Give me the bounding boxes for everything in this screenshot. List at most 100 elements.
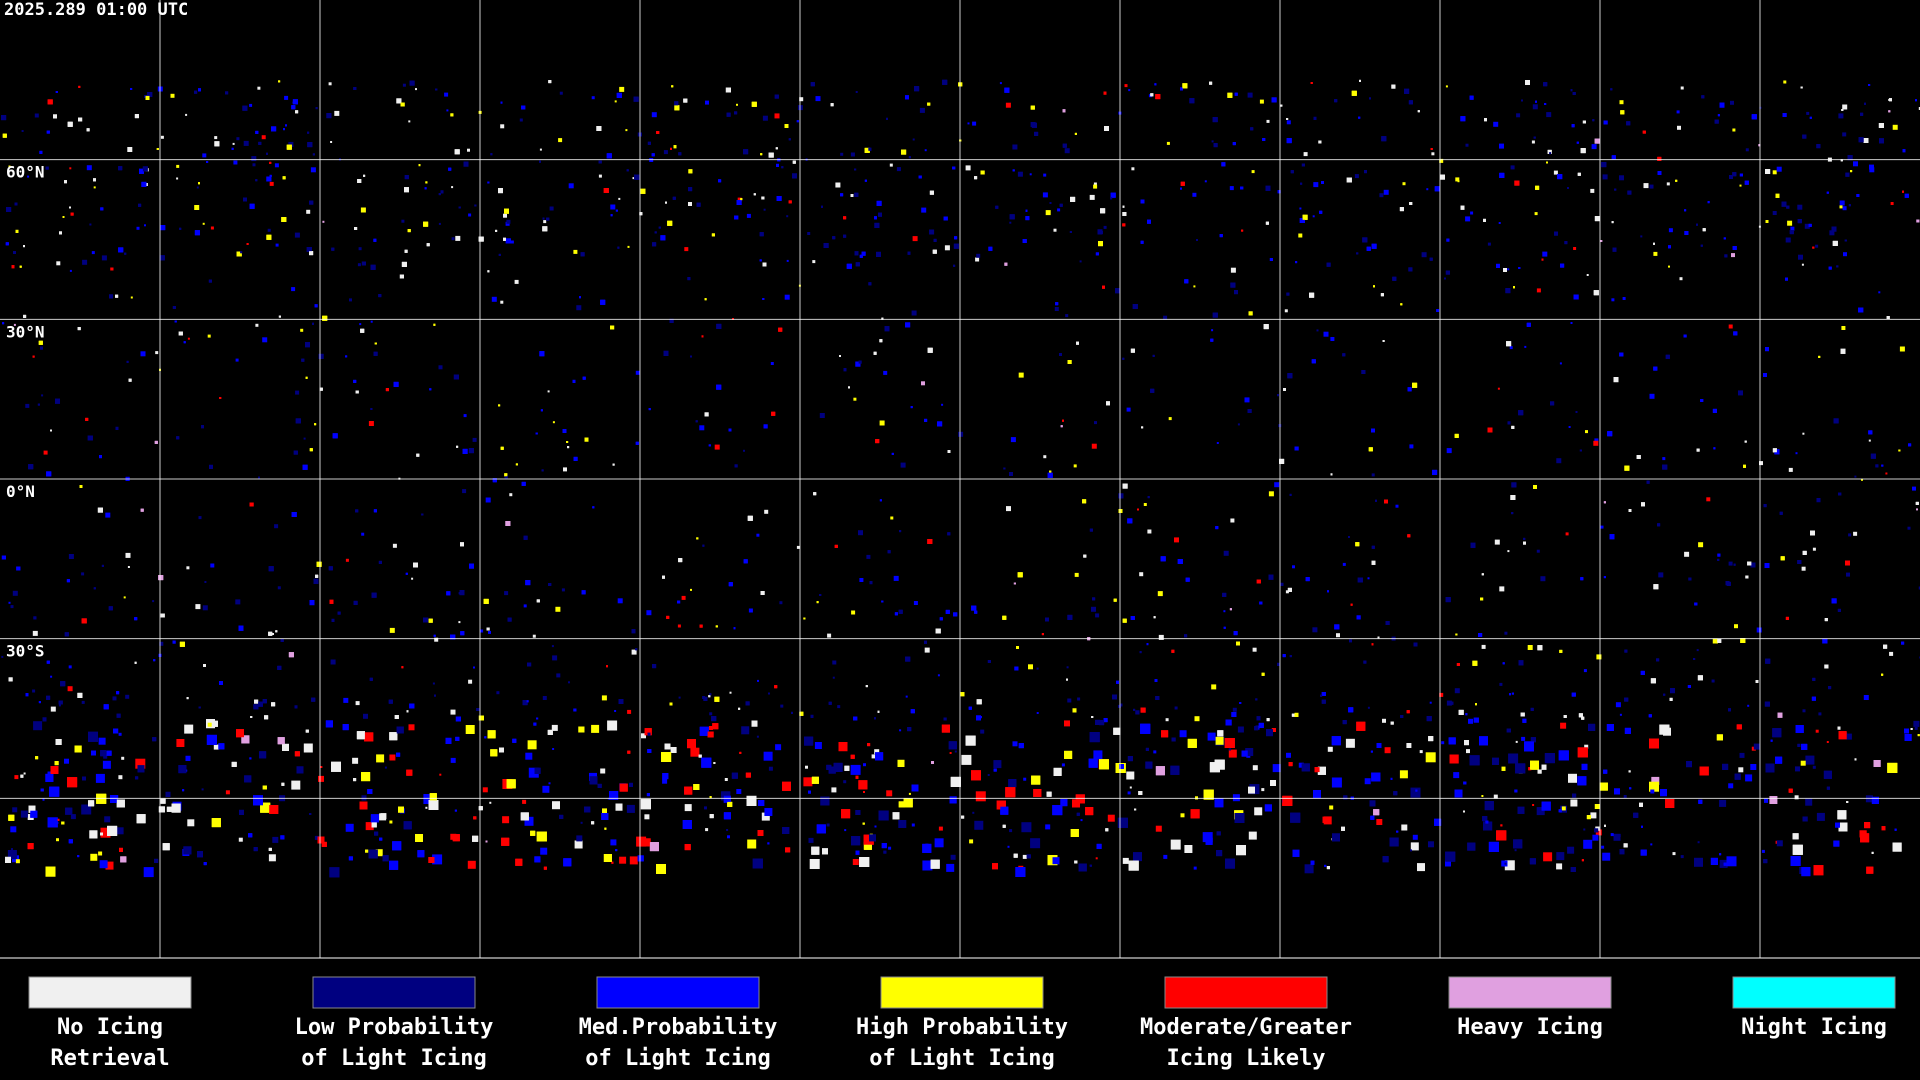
icing-pixel: [472, 835, 479, 842]
icing-pixel: [786, 215, 789, 218]
icing-pixel: [1171, 737, 1176, 742]
icing-pixel: [1163, 315, 1168, 320]
icing-pixel: [768, 692, 770, 695]
icing-pixel: [1493, 121, 1499, 127]
icing-pixel: [1375, 499, 1377, 502]
icing-pixel: [1627, 190, 1632, 195]
icing-pixel: [1373, 809, 1380, 816]
icing-pixel: [1761, 849, 1765, 853]
icing-pixel: [467, 148, 470, 152]
icing-pixel: [375, 849, 383, 857]
icing-pixel: [1122, 857, 1129, 864]
icing-pixel: [576, 835, 583, 842]
icing-pixel: [1382, 856, 1389, 863]
icing-pixel: [207, 722, 212, 727]
icing-pixel: [1475, 703, 1477, 706]
icing-pixel: [1698, 799, 1703, 804]
icing-pixel: [1602, 174, 1608, 180]
icing-pixel: [1864, 822, 1871, 829]
icing-pixel: [389, 627, 395, 633]
icing-pixel: [1541, 764, 1547, 770]
icing-pixel: [566, 441, 569, 443]
icing-pixel: [974, 176, 978, 180]
icing-pixel: [580, 821, 583, 824]
icing-pixel: [1428, 736, 1434, 742]
icing-pixel: [764, 509, 769, 514]
icing-pixel: [736, 200, 742, 205]
icing-pixel: [1371, 772, 1381, 782]
icing-pixel: [1530, 760, 1539, 770]
icing-pixel: [196, 186, 199, 189]
icing-pixel: [198, 88, 201, 92]
icing-pixel: [176, 436, 180, 440]
icing-pixel: [1892, 124, 1898, 130]
icing-pixel: [822, 848, 828, 855]
icing-pixel: [1395, 504, 1399, 508]
icing-pixel: [318, 775, 324, 782]
icing-pixel: [1492, 757, 1499, 765]
icing-pixel: [788, 138, 791, 141]
icing-pixel: [1623, 795, 1627, 798]
icing-pixel: [201, 788, 204, 791]
icing-pixel: [747, 515, 753, 521]
icing-pixel: [1261, 788, 1265, 792]
icing-pixel: [746, 213, 751, 218]
icing-pixel: [282, 176, 286, 180]
icing-pixel: [1696, 649, 1699, 652]
icing-pixel: [1342, 353, 1346, 357]
icing-pixel: [542, 785, 550, 793]
icing-pixel: [1728, 561, 1733, 566]
icing-pixel: [1594, 138, 1600, 144]
icing-pixel: [1154, 83, 1157, 86]
icing-pixel: [1650, 789, 1655, 794]
icing-pixel: [763, 208, 766, 211]
icing-pixel: [385, 388, 389, 392]
icing-pixel: [1543, 852, 1553, 862]
icing-pixel: [1165, 718, 1169, 722]
icing-pixel: [353, 87, 357, 90]
icing-pixel: [808, 837, 814, 843]
icing-pixel: [1091, 443, 1097, 449]
icing-pixel: [1042, 192, 1048, 198]
icing-pixel: [1593, 290, 1599, 296]
icing-pixel: [677, 600, 681, 604]
icing-pixel: [1812, 765, 1816, 769]
icing-pixel: [361, 261, 366, 266]
icing-pixel: [1719, 853, 1722, 856]
icing-pixel: [1135, 710, 1140, 715]
icing-pixel: [330, 659, 336, 665]
icing-pixel: [172, 640, 176, 644]
icing-pixel: [370, 320, 373, 323]
icing-pixel: [1182, 83, 1188, 89]
icing-pixel: [295, 110, 299, 114]
icing-pixel: [670, 747, 677, 753]
icing-pixel: [500, 124, 505, 129]
icing-pixel: [1885, 472, 1888, 475]
icing-pixel: [1118, 493, 1124, 499]
icing-pixel: [1846, 801, 1849, 803]
icing-pixel: [1554, 231, 1558, 236]
icing-pixel: [809, 859, 820, 869]
icing-pixel: [1650, 843, 1653, 846]
icing-pixel: [840, 193, 844, 197]
icing-pixel: [1154, 679, 1158, 682]
icing-pixel: [1248, 311, 1253, 316]
icing-pixel: [881, 600, 884, 603]
icing-pixel: [1052, 857, 1060, 865]
icing-pixel: [1465, 216, 1471, 222]
icing-pixel: [1252, 765, 1258, 771]
icing-pixel: [504, 475, 508, 479]
icing-pixel: [1915, 99, 1917, 102]
icing-pixel: [312, 153, 315, 156]
icing-pixel: [1072, 708, 1077, 713]
icing-pixel: [1329, 805, 1334, 810]
icing-pixel: [176, 739, 185, 747]
icing-pixel: [1596, 654, 1602, 660]
icing-pixel: [1482, 816, 1488, 822]
icing-pixel: [474, 204, 477, 207]
icing-pixel: [1002, 615, 1007, 620]
icing-pixel: [1264, 804, 1272, 812]
icing-pixel: [1216, 850, 1223, 857]
icing-pixel: [837, 705, 841, 709]
icing-pixel: [306, 209, 311, 214]
